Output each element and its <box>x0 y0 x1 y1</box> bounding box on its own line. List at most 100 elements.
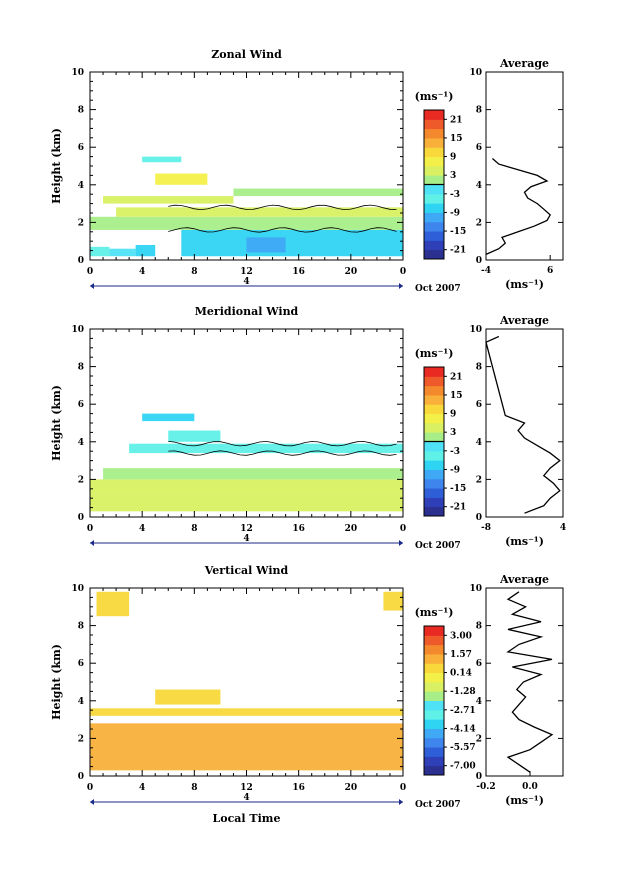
colorbar-swatch <box>424 460 444 470</box>
avg-x-tick-label: 4 <box>560 523 566 533</box>
colorbar-swatch <box>424 478 444 489</box>
y-tick-label: 0 <box>78 256 84 266</box>
date-label: Oct 2007 <box>415 541 461 551</box>
colorbar-swatch <box>424 450 444 461</box>
colorbar-tick-label: -21 <box>450 503 466 513</box>
colorbar-swatch <box>424 147 444 158</box>
heatmap-patch <box>103 196 234 204</box>
heatmap-patch <box>96 591 130 617</box>
avg-y-tick-label: 4 <box>476 181 482 191</box>
day-axis-arrow-left <box>90 540 94 546</box>
colorbar-swatch <box>424 156 444 167</box>
colorbar-swatch <box>424 184 444 195</box>
heatmap-patch <box>246 237 286 253</box>
avg-y-tick-label: 8 <box>476 363 482 373</box>
y-tick-label: 10 <box>71 584 84 594</box>
colorbar-tick-label: 15 <box>450 134 463 144</box>
colorbar-swatch <box>424 221 444 232</box>
heatmap-patch <box>90 479 403 495</box>
x-tick-label: 20 <box>345 267 358 277</box>
heatmap-patch <box>90 246 110 257</box>
colorbar-tick-label: 3.00 <box>450 631 472 641</box>
colorbar-swatch <box>424 506 444 517</box>
y-tick-label: 4 <box>78 181 84 191</box>
colorbar-swatch <box>424 249 444 260</box>
avg-x-tick-label: 0.0 <box>522 782 538 792</box>
panel-title: Zonal Wind <box>211 48 282 61</box>
colorbar-swatch <box>424 137 444 148</box>
heatmap-patch <box>90 494 403 512</box>
heatmap-patch <box>90 708 403 716</box>
day-axis-arrow-left <box>90 799 94 805</box>
avg-y-tick-label: 0 <box>476 256 482 266</box>
avg-y-tick-label: 6 <box>476 143 482 153</box>
average-unit: (ms⁻¹) <box>505 278 544 291</box>
avg-x-tick-label: -4 <box>481 266 491 276</box>
x-axis-label: Local Time <box>213 812 281 825</box>
colorbar-tick-label: -2.71 <box>450 706 476 716</box>
y-tick-label: 2 <box>78 475 84 485</box>
colorbar-tick-label: 21 <box>450 115 463 125</box>
colorbar-swatch <box>424 432 444 442</box>
colorbar-swatch <box>424 635 444 646</box>
y-tick-label: 4 <box>78 438 84 448</box>
avg-y-tick-label: 2 <box>476 218 482 228</box>
colorbar-swatch <box>424 165 444 176</box>
x-tick-label: 16 <box>292 267 305 277</box>
heatmap-patch <box>155 173 208 185</box>
heatmap-patch <box>129 443 403 454</box>
colorbar-swatch <box>424 644 444 655</box>
x-tick-label: 0 <box>87 783 93 793</box>
x-tick-label: 0 <box>87 267 93 277</box>
heatmap-patch <box>103 468 404 480</box>
colorbar-swatch <box>424 193 444 204</box>
y-tick-label: 8 <box>78 106 84 116</box>
y-tick-label: 0 <box>78 513 84 523</box>
colorbar-swatch <box>424 128 444 139</box>
colorbar-tick-label: -5.57 <box>450 743 476 753</box>
colorbar-swatch <box>424 765 444 776</box>
y-tick-label: 6 <box>78 400 84 410</box>
colorbar-swatch <box>424 728 444 739</box>
y-tick-label: 6 <box>78 143 84 153</box>
avg-y-tick-label: 6 <box>476 400 482 410</box>
colorbar-swatch <box>424 737 444 748</box>
day-axis-arrow-left <box>90 283 94 289</box>
y-axis-label: Height (km) <box>50 385 63 461</box>
x-tick-label: 16 <box>292 524 305 534</box>
heatmap-patch <box>116 207 403 217</box>
zero-contour-line <box>168 450 397 456</box>
x-tick-label: 8 <box>191 267 197 277</box>
heatmap-patch <box>142 156 182 163</box>
average-title: Average <box>499 573 549 586</box>
colorbar-swatch <box>424 231 444 241</box>
average-profile-line <box>485 158 552 255</box>
colorbar-swatch <box>424 681 444 692</box>
y-tick-label: 0 <box>78 772 84 782</box>
colorbar-swatch <box>424 413 444 424</box>
colorbar-unit: (ms⁻¹) <box>415 90 454 103</box>
x-tick-label: 0 <box>400 783 406 793</box>
colorbar-tick-label: 9 <box>450 410 456 420</box>
colorbar-swatch <box>424 469 444 480</box>
colorbar-tick-label: -3 <box>450 190 460 200</box>
colorbar-tick-label: 3 <box>450 171 456 181</box>
x-tick-label: 12 <box>240 524 253 534</box>
colorbar-swatch <box>424 691 444 701</box>
colorbar-tick-label: -9 <box>450 208 460 218</box>
y-tick-label: 2 <box>78 734 84 744</box>
y-axis-label: Height (km) <box>50 128 63 204</box>
colorbar-swatch <box>424 404 444 415</box>
avg-y-tick-label: 0 <box>476 772 482 782</box>
colorbar-swatch <box>424 175 444 185</box>
colorbar-tick-label: -15 <box>450 227 466 237</box>
avg-y-tick-label: 0 <box>476 513 482 523</box>
avg-y-tick-label: 10 <box>469 325 482 335</box>
day-label: 4 <box>243 534 249 544</box>
colorbar-swatch <box>424 441 444 452</box>
day-axis-arrow-right <box>399 283 403 289</box>
heatmap-patch <box>233 188 403 197</box>
